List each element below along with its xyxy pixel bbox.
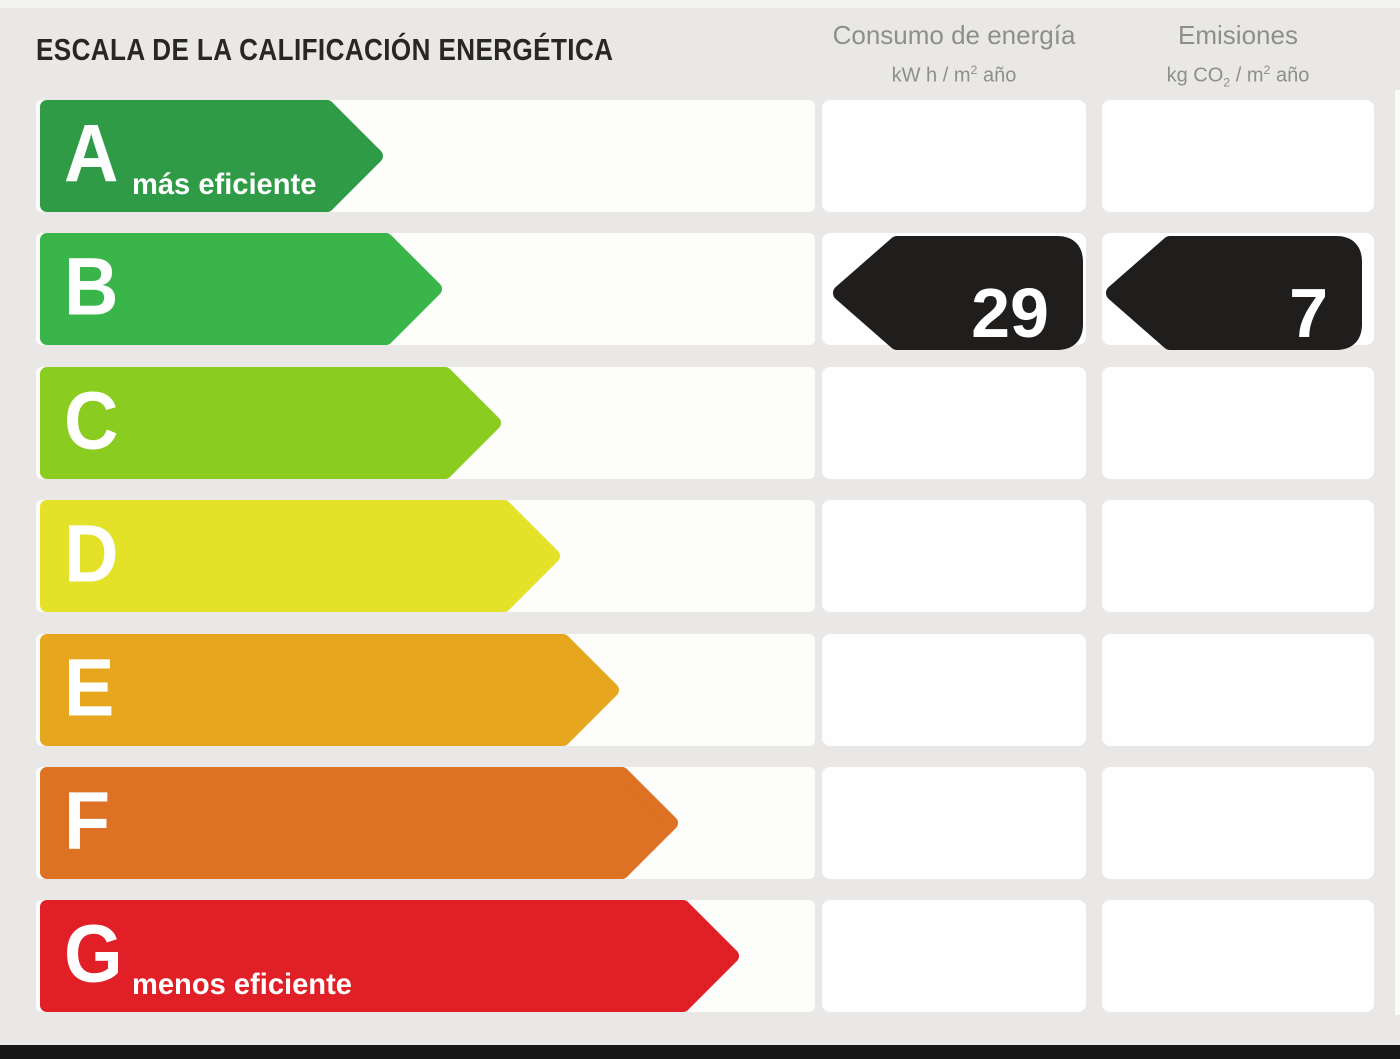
rating-row-e: E xyxy=(0,634,1400,746)
rating-bar-arrow-b xyxy=(40,233,442,345)
rating-row-f: F xyxy=(0,767,1400,879)
rating-bar-arrow-a xyxy=(40,100,383,212)
rating-letter-a: A xyxy=(64,108,119,200)
rating-bar-arrow-d xyxy=(40,500,560,612)
rating-bar-arrow-c xyxy=(40,367,501,479)
rating-bar-arrow-g xyxy=(40,900,739,1012)
top-edge-strip xyxy=(0,0,1400,8)
consumption-cell xyxy=(822,900,1086,1012)
consumption-column-header: Consumo de energía kW h / m2 año xyxy=(822,20,1086,87)
bottom-black-bar xyxy=(0,1045,1400,1059)
emissions-cell xyxy=(1102,767,1374,879)
least-efficient-label: menos eficiente xyxy=(132,968,352,1001)
consumption-cell xyxy=(822,367,1086,479)
rating-letter-e: E xyxy=(64,642,115,734)
most-efficient-label: más eficiente xyxy=(132,168,317,201)
consumption-header-title: Consumo de energía xyxy=(832,20,1076,50)
emissions-column-header: Emisiones kg CO2 / m2 año xyxy=(1102,20,1374,94)
consumption-cell xyxy=(822,767,1086,879)
consumption-cell xyxy=(822,100,1086,212)
emissions-cell xyxy=(1102,634,1374,746)
rating-letter-b: B xyxy=(64,241,119,333)
rating-row-g: G menos eficiente xyxy=(0,900,1400,1012)
right-edge-strip xyxy=(1395,90,1400,1015)
emissions-value: 7 xyxy=(1289,274,1328,352)
rating-letter-c: C xyxy=(64,375,119,467)
emissions-cell xyxy=(1102,500,1374,612)
rating-bar-arrow-e xyxy=(40,634,619,746)
rating-row-c: C xyxy=(0,367,1400,479)
emissions-cell xyxy=(1102,100,1374,212)
consumption-value-tag: 29 xyxy=(833,236,1083,350)
emissions-tag-arrow xyxy=(1106,236,1362,350)
emissions-cell xyxy=(1102,900,1374,1012)
emissions-header-unit: kg CO2 / m2 año xyxy=(1166,63,1310,90)
rating-letter-f: F xyxy=(64,775,111,867)
emissions-value-tag: 7 xyxy=(1106,236,1362,350)
consumption-header-unit: kW h / m2 año xyxy=(891,63,1017,87)
consumption-tag-arrow xyxy=(833,236,1083,350)
rating-row-d: D xyxy=(0,500,1400,612)
rating-letter-g: G xyxy=(64,908,123,1000)
consumption-cell xyxy=(822,500,1086,612)
rating-bar-arrow-f xyxy=(40,767,678,879)
rating-row-a: A más eficiente xyxy=(0,100,1400,212)
page-title: ESCALA DE LA CALIFICACIÓN ENERGÉTICA xyxy=(36,32,614,67)
consumption-cell xyxy=(822,634,1086,746)
rating-letter-d: D xyxy=(64,508,119,600)
consumption-value: 29 xyxy=(971,274,1049,352)
emissions-cell xyxy=(1102,367,1374,479)
emissions-header-title: Emisiones xyxy=(1178,20,1298,50)
